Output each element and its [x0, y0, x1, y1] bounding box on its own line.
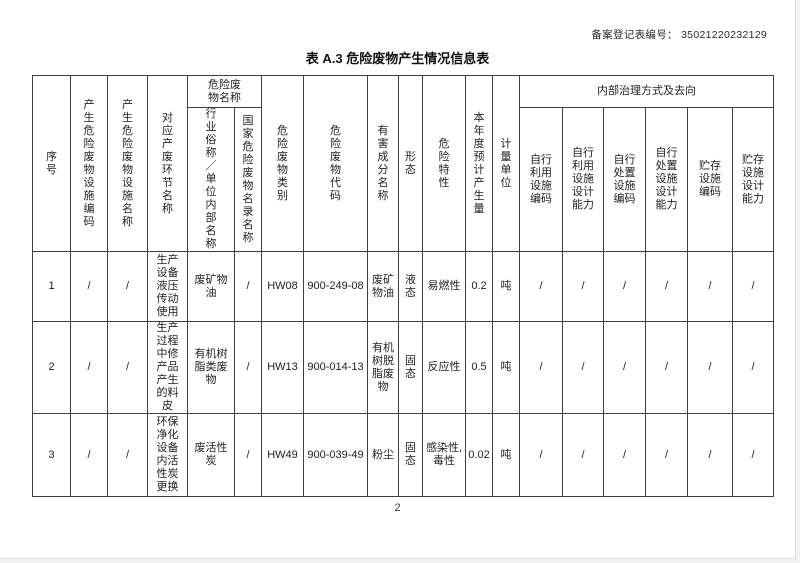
table-cell: 0.2	[465, 251, 493, 322]
table-cell: /	[687, 413, 733, 497]
col-header-reuse-code: 自行 利用 设施 编码	[519, 107, 563, 252]
hazardous-waste-table: 序 号 产 生 危 险 废 物 设 施 编 码 产 生 危 险 废 物 设 施 …	[32, 75, 774, 497]
table-cell: /	[645, 251, 688, 322]
table-cell: /	[562, 413, 604, 497]
table-row: 2 / / 生产 过程 中修 产品 产生 的料 皮 有机树 脂类废 物 / HW…	[32, 321, 774, 414]
col-header-amount: 本 年 度 预 计 产 生 量	[465, 75, 493, 252]
col-header-seq: 序 号	[32, 75, 71, 252]
table-cell: 固 态	[398, 413, 423, 497]
table-cell: 0.5	[465, 321, 493, 414]
table-cell: 感染性, 毒性	[422, 413, 466, 497]
col-header-reuse-capacity: 自行 利用 设施 设计 能力	[562, 107, 604, 252]
table-cell: 固 态	[398, 321, 423, 414]
table-cell: /	[562, 321, 604, 414]
table-cell: /	[107, 321, 148, 414]
table-cell: 液 态	[398, 251, 423, 322]
table-cell: 粉尘	[367, 413, 399, 497]
table-cell: /	[645, 321, 688, 414]
table-cell: 吨	[492, 251, 520, 322]
table-cell: /	[107, 251, 148, 322]
table-cell: HW13	[261, 321, 304, 414]
table-cell: /	[107, 413, 148, 497]
col-header-storage-code: 贮存 设施 编码	[687, 107, 733, 252]
table-row: 1 / / 生产 设备 液压 传动 使用 废矿物 油 / HW08 900-24…	[32, 251, 774, 322]
table-cell: /	[519, 413, 563, 497]
table-cell: 易燃性	[422, 251, 466, 322]
table-cell: 废活性 炭	[187, 413, 235, 497]
col-header-facility-code: 产 生 危 险 废 物 设 施 编 码	[70, 75, 108, 252]
col-header-code: 危 险 废 物 代 码	[303, 75, 368, 252]
col-header-disposal-capacity: 自行 处置 设施 设计 能力	[645, 107, 688, 252]
table-cell: 有机 树脱 脂废 物	[367, 321, 399, 414]
table-cell: /	[234, 251, 262, 322]
table-cell: 0.02	[465, 413, 493, 497]
table-cell: 吨	[492, 413, 520, 497]
table-cell: 废矿 物油	[367, 251, 399, 322]
table-cell: 900-014-13	[303, 321, 368, 414]
table-cell: 2	[32, 321, 71, 414]
col-header-disposal-code: 自行 处置 设施 编码	[603, 107, 646, 252]
table-cell: /	[234, 413, 262, 497]
col-header-category: 危 险 废 物 类 别	[261, 75, 304, 252]
table-cell: 生产 过程 中修 产品 产生 的料 皮	[147, 321, 188, 414]
col-header-component: 有 害 成 分 名 称	[367, 75, 399, 252]
table-cell: /	[70, 413, 108, 497]
table-cell: /	[645, 413, 688, 497]
table-cell: /	[519, 321, 563, 414]
table-cell: /	[603, 413, 646, 497]
table-cell: /	[732, 251, 774, 322]
col-header-national-name: 国 家 危 险 废 物 名 录 名 称	[234, 107, 262, 252]
table-cell: 3	[32, 413, 71, 497]
table-cell: 生产 设备 液压 传动 使用	[147, 251, 188, 322]
table-cell: /	[70, 251, 108, 322]
table-cell: /	[603, 321, 646, 414]
col-header-storage-capacity: 贮存 设施 设计 能力	[732, 107, 774, 252]
col-header-unit: 计 量 单 位	[492, 75, 520, 252]
table-cell: /	[687, 251, 733, 322]
table-cell: 废矿物 油	[187, 251, 235, 322]
table-cell: 1	[32, 251, 71, 322]
table-cell: 900-039-49	[303, 413, 368, 497]
table-cell: /	[519, 251, 563, 322]
table-cell: 有机树 脂类废 物	[187, 321, 235, 414]
table-cell: 环保 净化 设备 内活 性炭 更换	[147, 413, 188, 497]
col-header-characteristic: 危 险 特 性	[422, 75, 466, 252]
table-cell: /	[234, 321, 262, 414]
col-header-form: 形 态	[398, 75, 423, 252]
table-cell: HW49	[261, 413, 304, 497]
table-cell: /	[562, 251, 604, 322]
page-title: 表 A.3 危险废物产生情况信息表	[305, 51, 490, 66]
table-cell: 900-249-08	[303, 251, 368, 322]
table-cell: 反应性	[422, 321, 466, 414]
table-cell: /	[603, 251, 646, 322]
table-cell: /	[732, 413, 774, 497]
table-cell: /	[687, 321, 733, 414]
col-header-process: 对 应 产 废 环 节 名 称	[147, 75, 188, 252]
table-cell: 吨	[492, 321, 520, 414]
group-header-waste-name: 危险废 物名称	[187, 75, 262, 108]
page-number: 2	[394, 502, 401, 514]
col-header-industry-name: 行 业 俗 称 ／ 单 位 内 部 名 称	[187, 107, 235, 252]
col-header-facility-name: 产 生 危 险 废 物 设 施 名 称	[107, 75, 148, 252]
table-cell: /	[732, 321, 774, 414]
registration-number: 备案登记表编号： 35021220232129	[591, 29, 767, 41]
table-row: 3 / / 环保 净化 设备 内活 性炭 更换 废活性 炭 / HW49 900…	[32, 413, 774, 497]
table-cell: HW08	[261, 251, 304, 322]
table-cell: /	[70, 321, 108, 414]
group-header-internal-treatment: 内部治理方式及去向	[519, 75, 774, 108]
